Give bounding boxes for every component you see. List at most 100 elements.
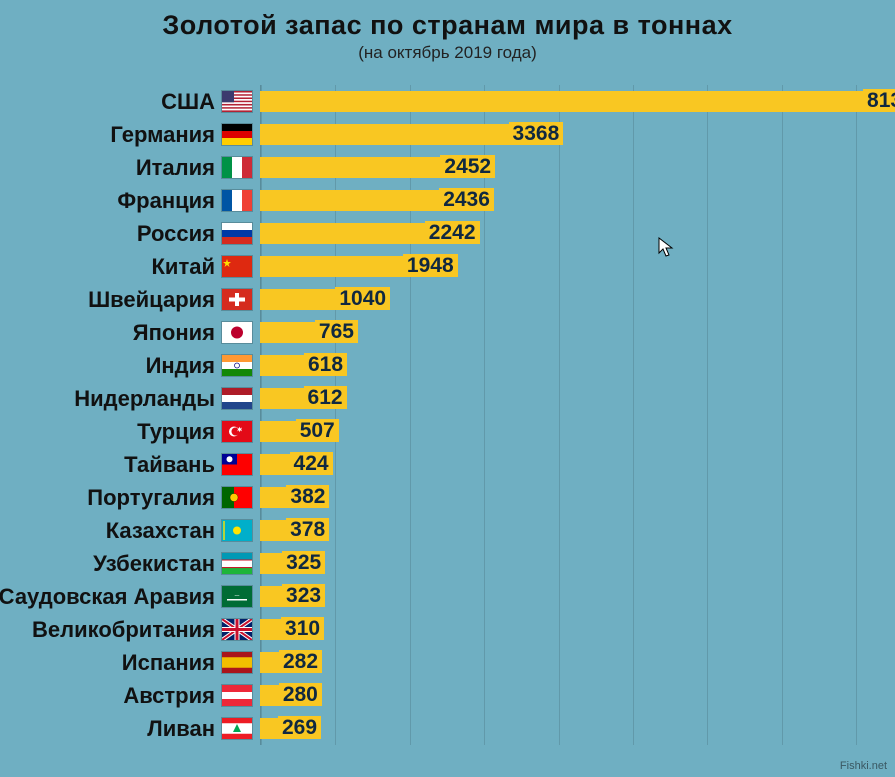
flag-icon: ـــ — [222, 586, 252, 607]
bar — [260, 685, 281, 706]
bar — [260, 157, 442, 178]
chart-row: Нидерланды 612 — [0, 382, 895, 415]
svg-text:ـــ: ـــ — [234, 592, 240, 598]
value-label: 424 — [290, 452, 333, 475]
country-label: Китай — [152, 250, 216, 283]
value-label: 3368 — [509, 122, 564, 145]
bar — [260, 289, 337, 310]
flag-icon — [222, 91, 252, 112]
flag-icon — [222, 685, 252, 706]
flag-icon — [222, 652, 252, 673]
country-label: Великобритания — [32, 613, 215, 646]
flag-icon — [222, 256, 252, 277]
value-label: 323 — [282, 584, 325, 607]
value-label: 8133 — [863, 89, 895, 112]
value-label: 310 — [281, 617, 324, 640]
bar — [260, 388, 306, 409]
value-label: 765 — [315, 320, 358, 343]
flag-icon — [222, 223, 252, 244]
chart-row: Узбекистан 325 — [0, 547, 895, 580]
bar — [260, 718, 280, 739]
flag-icon — [222, 553, 252, 574]
value-label: 269 — [278, 716, 321, 739]
value-label: 2452 — [440, 155, 495, 178]
chart-title: Золотой запас по странам мира в тоннах — [0, 10, 895, 41]
bar — [260, 619, 283, 640]
value-label: 325 — [282, 551, 325, 574]
country-label: Саудовская Аравия — [0, 580, 215, 613]
country-label: Франция — [117, 184, 215, 217]
chart-row: Португалия 382 — [0, 481, 895, 514]
country-label: Италия — [136, 151, 215, 184]
flag-icon — [222, 157, 252, 178]
value-label: 507 — [296, 419, 339, 442]
value-label: 2436 — [439, 188, 494, 211]
flag-icon — [222, 487, 252, 508]
country-label: Австрия — [123, 679, 215, 712]
country-label: Нидерланды — [74, 382, 215, 415]
flag-icon — [222, 124, 252, 145]
bar — [260, 91, 865, 112]
flag-icon — [222, 421, 252, 442]
bar — [260, 223, 427, 244]
country-label: Казахстан — [106, 514, 215, 547]
value-label: 1040 — [335, 287, 390, 310]
flag-icon — [222, 454, 252, 475]
bar — [260, 553, 284, 574]
flag-icon — [222, 388, 252, 409]
flag-icon — [222, 289, 252, 310]
chart-row: Индия 618 — [0, 349, 895, 382]
attribution-text: Fishki.net — [840, 760, 887, 772]
chart-row: Испания 282 — [0, 646, 895, 679]
country-label: Россия — [137, 217, 215, 250]
bar — [260, 652, 281, 673]
flag-icon — [222, 190, 252, 211]
country-label: Швейцария — [88, 283, 215, 316]
chart-row: США 8133 — [0, 85, 895, 118]
chart-area: США 8133 Германия 3368 Италия 2452 Франция 2436… — [0, 85, 895, 755]
chart-row: Россия 2242 — [0, 217, 895, 250]
country-label: Япония — [133, 316, 215, 349]
chart-row: Турция 507 — [0, 415, 895, 448]
value-label: 282 — [279, 650, 322, 673]
chart-row: Саудовская Аравия ـــ 323 — [0, 580, 895, 613]
chart-row: Австрия 280 — [0, 679, 895, 712]
bar — [260, 322, 317, 343]
chart-row: Великобритания 310 — [0, 613, 895, 646]
country-label: Тайвань — [124, 448, 215, 481]
country-label: Узбекистан — [93, 547, 215, 580]
value-label: 280 — [279, 683, 322, 706]
flag-icon — [222, 322, 252, 343]
bar — [260, 355, 306, 376]
chart-subtitle: (на октябрь 2019 года) — [0, 43, 895, 63]
chart-row: Швейцария 1040 — [0, 283, 895, 316]
value-label: 382 — [286, 485, 329, 508]
header: Золотой запас по странам мира в тоннах (… — [0, 0, 895, 63]
flag-icon — [222, 520, 252, 541]
country-label: Германия — [110, 118, 215, 151]
flag-icon — [222, 355, 252, 376]
flag-icon — [222, 718, 252, 739]
chart-row: Казахстан378 — [0, 514, 895, 547]
chart-row: Франция 2436 — [0, 184, 895, 217]
bar — [260, 190, 441, 211]
value-label: 612 — [304, 386, 347, 409]
bar — [260, 421, 298, 442]
country-label: Ливан — [147, 712, 215, 745]
bar — [260, 256, 405, 277]
flag-icon — [222, 619, 252, 640]
country-label: Португалия — [87, 481, 215, 514]
value-label: 2242 — [425, 221, 480, 244]
bar — [260, 454, 292, 475]
bar — [260, 124, 511, 145]
chart-row: Китай1948 — [0, 250, 895, 283]
country-label: Турция — [137, 415, 215, 448]
country-label: Индия — [146, 349, 215, 382]
country-label: Испания — [122, 646, 215, 679]
chart-row: Тайвань 424 — [0, 448, 895, 481]
chart-row: Ливан 269 — [0, 712, 895, 745]
country-label: США — [161, 85, 215, 118]
bar — [260, 586, 284, 607]
bar — [260, 520, 288, 541]
value-label: 618 — [304, 353, 347, 376]
